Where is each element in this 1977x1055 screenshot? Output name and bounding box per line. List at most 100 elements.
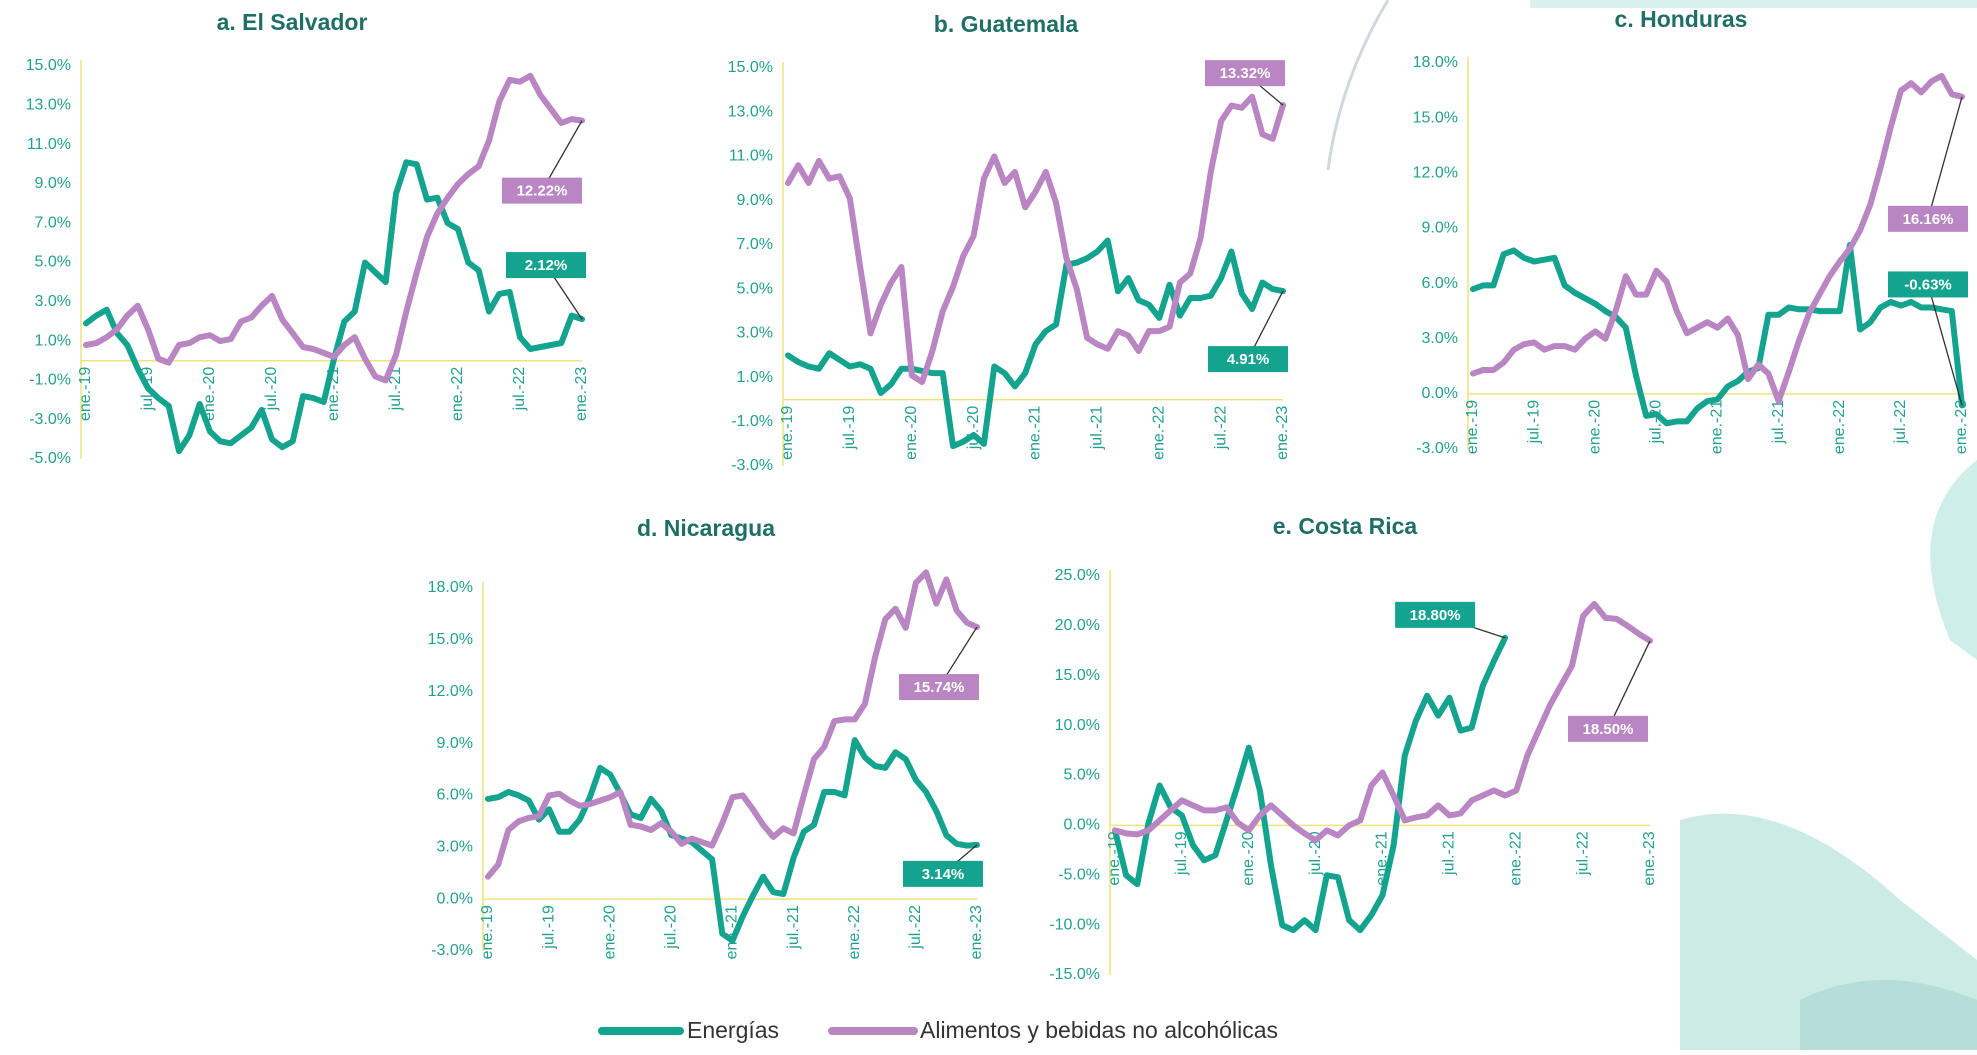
y-tick-label: 7.0%: [737, 236, 773, 253]
line-chart: d. Nicaragua-3.0%0.0%3.0%6.0%9.0%12.0%15…: [428, 515, 986, 959]
x-tick-label: jul.-19: [540, 905, 557, 950]
x-tick-label: ene.-22: [846, 905, 863, 959]
y-tick-label: -5.0%: [1058, 866, 1100, 883]
x-tick-label: jul.-20: [663, 905, 680, 950]
x-tick-label: ene.-21: [1709, 400, 1726, 454]
value-label: 4.91%: [1227, 351, 1270, 368]
value-label: 3.14%: [922, 866, 965, 883]
series-line: [86, 76, 582, 381]
legend-label: Alimentos y bebidas no alcohólicas: [920, 1017, 1278, 1043]
y-tick-label: 5.0%: [1064, 767, 1100, 784]
x-tick-label: jul.-19: [841, 406, 858, 451]
decor-band: [1530, 0, 1977, 8]
decor-shape: [1800, 980, 1977, 1050]
y-tick-label: 3.0%: [437, 839, 473, 856]
series-line: [1115, 638, 1505, 930]
y-tick-label: 12.0%: [428, 683, 473, 700]
x-tick-label: ene.-23: [968, 905, 985, 959]
value-label: 16.16%: [1903, 211, 1954, 228]
series-line: [1473, 76, 1962, 401]
y-tick-label: 3.0%: [1422, 330, 1458, 347]
y-tick-label: 15.0%: [1413, 109, 1458, 126]
leader-line: [1928, 97, 1962, 219]
y-tick-label: 9.0%: [35, 175, 71, 192]
y-tick-label: 0.0%: [437, 890, 473, 907]
y-tick-label: -3.0%: [1416, 440, 1458, 457]
y-tick-label: 6.0%: [1422, 275, 1458, 292]
x-tick-label: ene.-19: [77, 367, 94, 421]
line-chart: a. El Salvador -5.0% -3.0% -1.0% 1.0% 3.0% 5.0…: [26, 9, 591, 467]
x-tick-label: ene.-20: [601, 905, 618, 959]
chart-title: d. Nicaragua: [637, 515, 775, 541]
value-label: -0.63%: [1904, 276, 1952, 293]
x-tick-label: ene.-20: [1586, 400, 1603, 454]
x-tick-label: jul.-20: [263, 367, 280, 412]
y-tick-label: 9.0%: [437, 735, 473, 752]
x-tick-label: ene.-22: [1831, 400, 1848, 454]
x-tick-label: jul.-22: [1892, 400, 1909, 445]
y-tick-label: 3.0%: [737, 325, 773, 342]
page: a. El Salvador -5.0% -3.0% -1.0% 1.0% 3.0% 5.0…: [0, 0, 1977, 1050]
x-tick-label: jul.-21: [785, 905, 802, 950]
y-tick-label: -10.0%: [1049, 916, 1100, 933]
y-tick-label: 15.0%: [1055, 667, 1100, 684]
y-tick-label: 5.0%: [737, 280, 773, 297]
y-tick-label: 0.0%: [1422, 385, 1458, 402]
x-tick-label: jul.-19: [1525, 400, 1542, 445]
y-tick-label: 3.0%: [35, 293, 71, 310]
line-chart: e. Costa Rica-15.0%-10.0%-5.0%0.0%5.0%10…: [1049, 513, 1658, 983]
x-tick-label: ene.-23: [1274, 406, 1291, 460]
x-tick-label: ene.-19: [779, 406, 796, 460]
x-tick-label: ene.-22: [1150, 406, 1167, 460]
line-chart: b. Guatemala-3.0%-1.0%1.0%3.0%5.0%7.0%9.…: [728, 11, 1292, 474]
value-label: 13.32%: [1220, 65, 1271, 82]
decor-shape: [1930, 460, 1977, 660]
x-tick-label: ene.-19: [1464, 400, 1481, 454]
chart-title: c. Honduras: [1615, 6, 1748, 32]
x-tick-label: ene.-20: [903, 406, 920, 460]
x-tick-label: jul.-21: [1089, 406, 1106, 451]
x-tick-label: ene.-23: [573, 367, 590, 421]
y-tick-label: 5.0%: [35, 254, 71, 271]
value-label: 12.22%: [517, 183, 568, 200]
y-tick-label: 7.0%: [35, 214, 71, 231]
value-label: 18.80%: [1410, 607, 1461, 624]
y-tick-label: 9.0%: [1422, 220, 1458, 237]
x-tick-label: jul.-22: [511, 367, 528, 412]
y-tick-label: 6.0%: [437, 787, 473, 804]
leader-line: [1608, 641, 1650, 729]
y-tick-label: 0.0%: [1064, 817, 1100, 834]
value-label: 18.50%: [1583, 721, 1634, 738]
y-tick-label: -3.0%: [29, 411, 71, 428]
chart-title: a. El Salvador: [217, 9, 368, 35]
y-tick-label: 13.0%: [728, 103, 773, 120]
y-tick-label: 13.0%: [26, 97, 71, 114]
x-tick-label: ene.-19: [479, 905, 496, 959]
x-tick-label: jul.-21: [1441, 831, 1458, 876]
x-tick-label: ene.-22: [449, 367, 466, 421]
legend: Energías Alimentos y bebidas no alcohólic…: [602, 1017, 1278, 1043]
y-tick-label: 1.0%: [737, 369, 773, 386]
y-tick-label: -3.0%: [731, 457, 773, 474]
y-tick-label: 11.0%: [27, 136, 71, 153]
x-tick-label: ene.-22: [1507, 831, 1524, 885]
y-tick-label: 15.0%: [428, 631, 473, 648]
x-tick-label: jul.-22: [1212, 406, 1229, 451]
y-tick-label: 18.0%: [428, 579, 473, 596]
x-tick-label: ene.-20: [1240, 831, 1257, 885]
chart-panel: a. El Salvador -5.0% -3.0% -1.0% 1.0% 3.0% 5.0…: [0, 0, 1977, 1050]
y-tick-label: 1.0%: [35, 332, 71, 349]
decor-stroke: [1328, 0, 1388, 170]
chart-title: e. Costa Rica: [1273, 513, 1418, 539]
x-tick-label: ene.-23: [1641, 831, 1658, 885]
y-tick-label: -5.0%: [29, 450, 71, 467]
y-tick-label: 10.0%: [1055, 717, 1100, 734]
background-decoration: [1328, 0, 1977, 1050]
legend-label: Energías: [687, 1017, 779, 1043]
line-chart: c. Honduras-3.0%0.0%3.0%6.0%9.0%12.0%15.…: [1413, 6, 1971, 457]
value-label: 15.74%: [914, 679, 965, 696]
y-tick-label: -1.0%: [29, 372, 71, 389]
value-label: 2.12%: [525, 257, 568, 274]
y-tick-label: 20.0%: [1055, 617, 1100, 634]
y-tick-label: -1.0%: [731, 413, 773, 430]
